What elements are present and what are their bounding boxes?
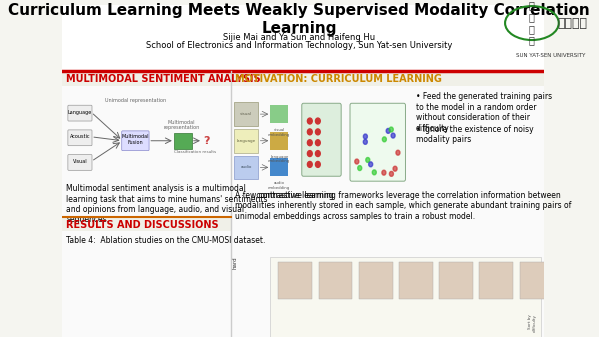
Text: RESULTS AND DISCUSSIONS: RESULTS AND DISCUSSIONS — [66, 220, 219, 229]
Circle shape — [355, 159, 359, 164]
FancyBboxPatch shape — [62, 71, 231, 337]
Text: A few contrastive learning frameworks leverage the correlation information betwe: A few contrastive learning frameworks le… — [235, 191, 571, 221]
FancyBboxPatch shape — [279, 262, 312, 299]
FancyBboxPatch shape — [270, 105, 288, 123]
Text: MOTIVATION: CURRICULUM LEARNING: MOTIVATION: CURRICULUM LEARNING — [235, 73, 442, 84]
FancyBboxPatch shape — [231, 71, 544, 86]
Text: contrastive learning: contrastive learning — [235, 191, 334, 200]
Circle shape — [389, 127, 394, 132]
FancyBboxPatch shape — [302, 103, 341, 176]
FancyBboxPatch shape — [399, 262, 433, 299]
Circle shape — [391, 133, 395, 138]
FancyBboxPatch shape — [270, 158, 288, 176]
FancyBboxPatch shape — [270, 257, 541, 337]
Text: language: language — [237, 139, 256, 143]
Text: Classification results: Classification results — [174, 150, 216, 154]
Text: MULTIMODAL SENTIMENT ANALYSIS: MULTIMODAL SENTIMENT ANALYSIS — [66, 73, 261, 84]
FancyBboxPatch shape — [62, 71, 231, 86]
Text: School of Electronics and Information Technology, Sun Yat-sen University: School of Electronics and Information Te… — [146, 40, 453, 50]
FancyBboxPatch shape — [359, 262, 392, 299]
FancyBboxPatch shape — [479, 262, 513, 299]
FancyBboxPatch shape — [68, 105, 92, 121]
Circle shape — [382, 137, 386, 142]
FancyBboxPatch shape — [270, 132, 288, 150]
FancyBboxPatch shape — [234, 102, 258, 126]
Text: hard: hard — [232, 257, 238, 269]
Circle shape — [382, 170, 386, 175]
FancyBboxPatch shape — [62, 5, 544, 71]
Text: • Ignore the existence of noisy
modality pairs: • Ignore the existence of noisy modality… — [416, 125, 534, 144]
Text: 中山大学: 中山大学 — [557, 17, 587, 30]
FancyBboxPatch shape — [439, 262, 473, 299]
Text: Acoustic: Acoustic — [69, 134, 90, 139]
Circle shape — [386, 128, 390, 133]
Circle shape — [307, 151, 312, 156]
Circle shape — [316, 151, 320, 156]
Circle shape — [307, 118, 312, 124]
Circle shape — [316, 118, 320, 124]
Text: Unimodal representation: Unimodal representation — [105, 98, 166, 103]
FancyBboxPatch shape — [174, 133, 192, 149]
Text: Sort by
difficulty: Sort by difficulty — [528, 314, 537, 332]
Text: Multimodal
Fusion: Multimodal Fusion — [122, 134, 149, 145]
Text: Language: Language — [68, 110, 92, 115]
Text: Sijie Mai and Ya Sun and Haifeng Hu: Sijie Mai and Ya Sun and Haifeng Hu — [223, 33, 376, 42]
FancyBboxPatch shape — [62, 217, 231, 232]
Circle shape — [393, 166, 397, 171]
Circle shape — [368, 162, 373, 167]
Circle shape — [396, 150, 400, 155]
Circle shape — [307, 161, 312, 167]
Circle shape — [358, 165, 362, 171]
Circle shape — [364, 134, 367, 139]
Text: • Feed the generated training pairs
to the model in a random order
without consi: • Feed the generated training pairs to t… — [416, 92, 552, 133]
Text: Visual: Visual — [72, 159, 87, 164]
FancyBboxPatch shape — [68, 130, 92, 146]
Text: Multimodal sentiment analysis is a multimodal
learning task that aims to mine hu: Multimodal sentiment analysis is a multi… — [66, 184, 268, 224]
Circle shape — [366, 157, 370, 162]
Text: ?: ? — [203, 136, 210, 146]
FancyBboxPatch shape — [68, 155, 92, 170]
FancyBboxPatch shape — [350, 103, 406, 181]
Text: Multimodal
representation: Multimodal representation — [163, 120, 199, 130]
Text: audio: audio — [241, 165, 252, 170]
Text: visual: visual — [240, 112, 252, 116]
Text: 中
山
大
学: 中 山 大 学 — [529, 1, 535, 45]
Text: Table 4:  Ablation studies on the CMU-MOSI dataset.: Table 4: Ablation studies on the CMU-MOS… — [66, 237, 265, 245]
Circle shape — [363, 140, 367, 144]
Text: visual
embedding: visual embedding — [268, 128, 291, 136]
Circle shape — [389, 172, 394, 176]
Text: Curriculum Learning Meets Weakly Supervised Modality Correlation
Learning: Curriculum Learning Meets Weakly Supervi… — [8, 3, 590, 36]
FancyBboxPatch shape — [519, 262, 553, 299]
FancyBboxPatch shape — [231, 71, 544, 337]
Circle shape — [316, 161, 320, 167]
FancyBboxPatch shape — [122, 131, 149, 151]
FancyBboxPatch shape — [234, 156, 258, 179]
FancyBboxPatch shape — [234, 129, 258, 153]
Circle shape — [307, 129, 312, 135]
Circle shape — [307, 140, 312, 146]
Circle shape — [316, 129, 320, 135]
Text: audio
embedding: audio embedding — [268, 181, 291, 190]
Circle shape — [316, 140, 320, 146]
Circle shape — [373, 170, 376, 175]
FancyBboxPatch shape — [319, 262, 352, 299]
Text: language
embedding: language embedding — [268, 155, 291, 163]
Text: SUN YAT-SEN UNIVERSITY: SUN YAT-SEN UNIVERSITY — [516, 53, 586, 58]
